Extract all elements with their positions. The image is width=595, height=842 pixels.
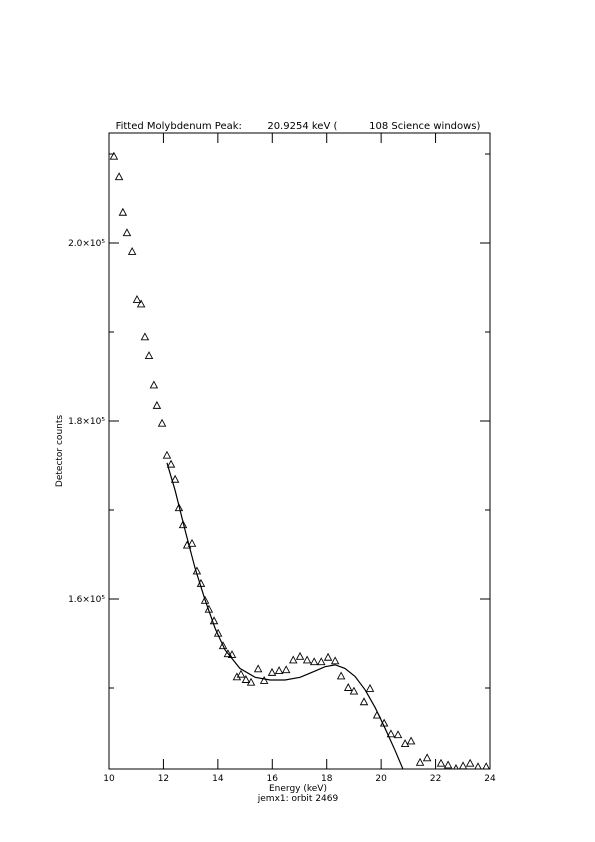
data-point: [170, 474, 180, 483]
data-point: [415, 757, 425, 766]
data-point: [302, 655, 312, 664]
data-point: [474, 762, 482, 769]
data-point: [406, 736, 416, 745]
data-point: [436, 758, 446, 767]
data-point: [336, 671, 346, 680]
plot-area: [109, 151, 490, 769]
data-point: [122, 228, 132, 237]
chart-title: Fitted Molybdenum Peak: 20.9254 keV ( 10…: [116, 121, 481, 132]
data-point: [236, 669, 246, 678]
data-point: [132, 295, 142, 303]
data-point: [152, 400, 162, 409]
data-point: [253, 664, 263, 673]
data-point: [259, 675, 269, 684]
data-point: [223, 649, 233, 658]
data-point: [187, 538, 197, 547]
data-point: [386, 729, 396, 738]
x-tick-label: 22: [430, 774, 441, 784]
y-axis-label: Detector counts: [55, 415, 65, 487]
data-point: [232, 672, 242, 681]
data-point: [281, 665, 291, 674]
data-point: [443, 760, 453, 769]
data-point: [166, 459, 176, 468]
data-point: [241, 675, 251, 683]
data-point: [157, 418, 167, 427]
y-tick-label: 2.0×10⁵: [68, 239, 105, 249]
x-tick-label: 18: [321, 774, 333, 784]
data-point: [453, 764, 459, 769]
data-point: [359, 697, 369, 706]
data-point: [393, 730, 403, 739]
data-point: [422, 753, 432, 762]
data-point: [465, 758, 475, 767]
data-point: [118, 207, 128, 216]
data-point: [218, 641, 228, 650]
data-point: [174, 503, 184, 512]
data-point: [200, 595, 210, 604]
x-tick-label: 16: [267, 774, 279, 784]
data-point: [109, 151, 119, 160]
data-point: [136, 299, 146, 308]
data-point: [349, 686, 359, 695]
x-tick-label: 20: [375, 774, 387, 784]
subtitle: jemx1: orbit 2469: [257, 794, 339, 804]
x-tick-label: 10: [103, 774, 115, 784]
data-point: [330, 656, 340, 665]
data-point: [482, 762, 490, 769]
data-point: [343, 683, 353, 691]
data-point: [178, 520, 188, 529]
data-point: [246, 677, 256, 686]
x-tick-label: 24: [484, 774, 496, 784]
x-tick-label: 12: [158, 774, 169, 784]
data-point: [114, 172, 124, 181]
data-point: [365, 683, 375, 692]
data-point: [144, 351, 154, 359]
data-point: [400, 739, 410, 748]
plot-frame: [108, 132, 491, 770]
data-point: [288, 655, 298, 664]
data-point: [274, 666, 284, 675]
data-point: [267, 667, 277, 676]
data-point: [162, 450, 172, 459]
fit-line: [166, 462, 404, 769]
y-tick-label: 1.6×10⁵: [68, 595, 105, 605]
data-point: [227, 650, 237, 659]
x-tick-label: 14: [212, 774, 224, 784]
data-point: [317, 657, 326, 666]
data-point: [323, 652, 333, 661]
data-point: [149, 380, 159, 389]
y-tick-label: 1.8×10⁵: [68, 417, 105, 427]
data-point: [295, 651, 305, 660]
data-point: [127, 246, 137, 255]
data-point: [458, 761, 468, 769]
x-axis-label: Energy (keV): [269, 784, 327, 794]
data-point: [140, 332, 150, 341]
data-point: [309, 657, 319, 666]
